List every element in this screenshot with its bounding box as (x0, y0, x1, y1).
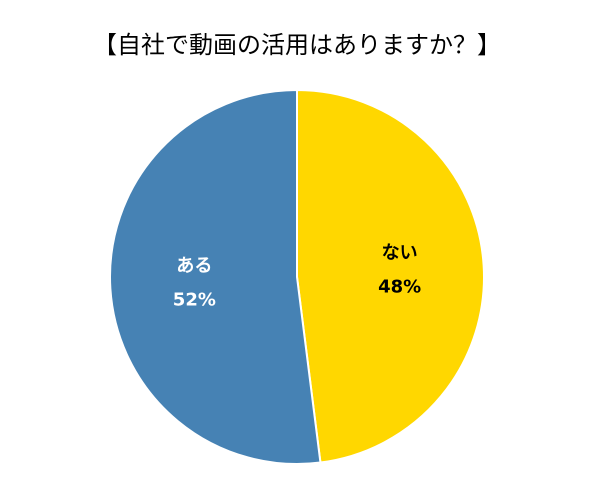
slice-value-label: 48% (378, 277, 421, 298)
slice-value-label: 52% (173, 289, 216, 310)
slice-category-label: ない (382, 243, 418, 264)
pie-slice (296, 88, 485, 464)
slice-category-label: ある (176, 255, 212, 276)
pie-slice (108, 88, 322, 465)
chart-title: 【自社で動画の活用はありますか？】 (93, 31, 501, 59)
